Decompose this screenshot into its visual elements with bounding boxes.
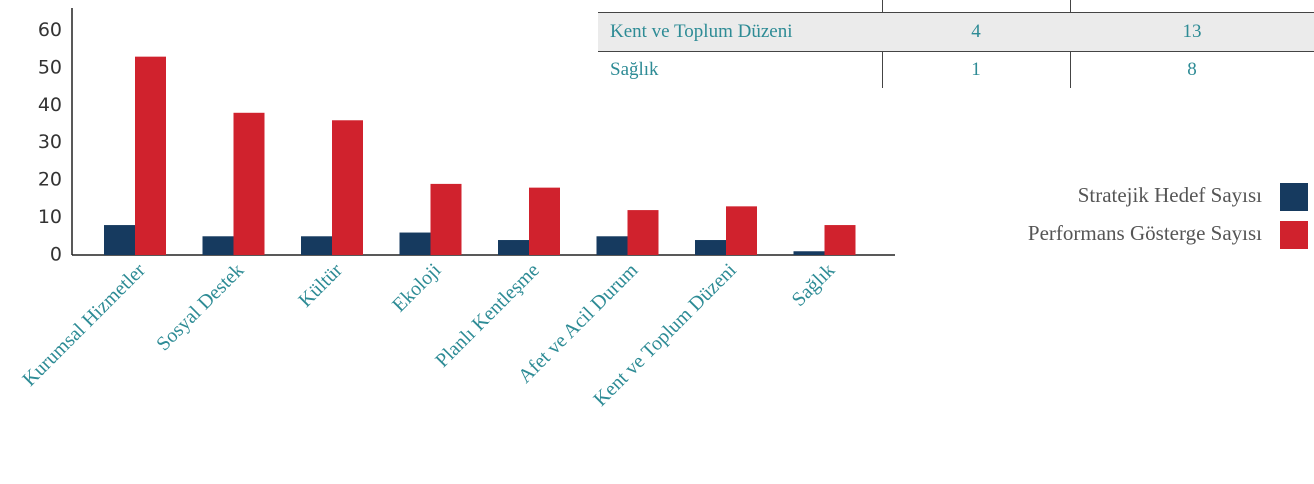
table-cell: 4 [971,21,981,42]
x-tick-label: Ekoloji [388,259,446,317]
bar [726,206,757,255]
table-cell: Kent ve Toplum Düzeni [610,21,793,42]
bar [529,187,560,255]
bar [627,210,659,255]
y-tick-label: 40 [38,94,62,116]
bar [824,225,856,255]
legend-swatch [1280,183,1308,211]
bar [498,240,529,255]
y-tick-label: 50 [38,56,62,78]
bar [793,251,825,255]
x-tick-label: Kurumsal Hizmetler [18,259,150,391]
table-cell: 1 [971,59,981,80]
bar [233,112,265,256]
y-tick-label: 30 [38,131,62,153]
bar [104,225,135,255]
table: Kent ve Toplum Düzeni 4 13 Sağlık 1 8 [598,0,1314,88]
table-row: Kent ve Toplum Düzeni 4 13 [598,13,1314,52]
legend-label: Stratejik Hedef Sayısı [1078,183,1262,207]
legend-label: Performans Gösterge Sayısı [1028,221,1262,245]
x-tick-label: Planlı Kentleşme [431,259,544,372]
legend-swatch [1280,221,1308,249]
bar [695,240,726,255]
y-tick-label: 0 [50,244,62,266]
table-cell: 13 [1182,21,1202,42]
bar [430,183,462,255]
table-rule [598,12,1314,13]
table-cell: 8 [1187,59,1197,80]
y-tick-label: 20 [38,169,62,191]
table-cell: Sağlık [610,59,659,80]
y-tick-label: 60 [38,19,62,41]
x-tick-label: Kültür [294,259,347,312]
bar [301,236,332,255]
x-tick-label: Sosyal Destek [152,259,248,355]
bar [596,236,628,255]
bar [399,232,431,255]
x-tick-label: Sağlık [788,259,840,311]
y-tick-label: 10 [38,206,62,228]
table-row: Sağlık 1 8 [598,51,1314,89]
bar [135,56,166,255]
bar [332,120,363,255]
bar [202,236,234,255]
